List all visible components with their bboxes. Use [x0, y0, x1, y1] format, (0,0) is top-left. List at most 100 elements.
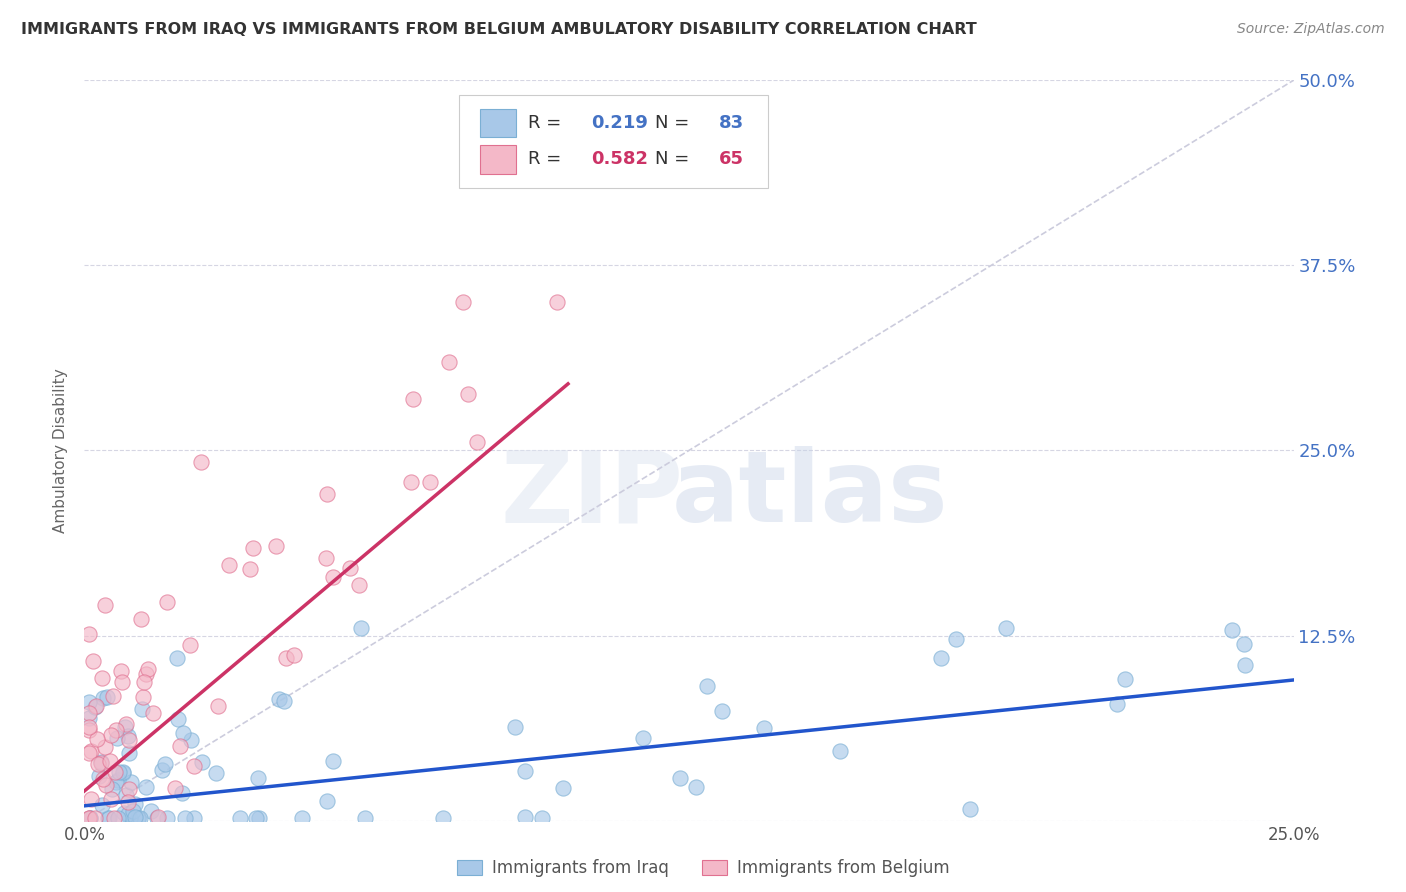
Point — [1234, 658, 1257, 673]
Point — [218, 558, 240, 573]
Point — [316, 793, 339, 807]
Point — [104, 774, 127, 789]
Point — [129, 811, 152, 825]
Point — [267, 692, 290, 706]
Point — [100, 782, 122, 797]
Point — [77, 746, 100, 760]
Point — [124, 810, 146, 824]
Text: 0.219: 0.219 — [591, 114, 648, 132]
Point — [754, 721, 776, 735]
Point — [127, 811, 149, 825]
Point — [190, 455, 212, 469]
Point — [84, 811, 107, 825]
Point — [79, 695, 101, 709]
Point — [97, 811, 120, 825]
Point — [111, 766, 134, 780]
Point — [120, 774, 142, 789]
Point — [100, 791, 122, 805]
Point — [77, 811, 100, 825]
Point — [77, 711, 100, 725]
Point — [129, 612, 152, 626]
Point — [631, 731, 654, 745]
Point — [546, 295, 568, 310]
Point — [84, 699, 107, 714]
Point — [419, 475, 441, 489]
Point — [247, 771, 270, 785]
Point — [87, 756, 110, 771]
Point — [503, 720, 526, 734]
Point — [245, 811, 267, 825]
Point — [156, 594, 179, 608]
Point — [339, 561, 361, 575]
FancyBboxPatch shape — [460, 95, 768, 187]
Point — [354, 811, 377, 825]
Point — [166, 650, 188, 665]
Point — [239, 562, 262, 576]
Point — [83, 700, 105, 714]
Point — [156, 811, 179, 825]
Point — [120, 811, 142, 825]
Point — [174, 811, 197, 825]
Point — [77, 723, 100, 738]
Point — [110, 675, 132, 690]
Point — [399, 475, 422, 489]
Point — [86, 732, 108, 747]
Point — [153, 757, 176, 772]
Point — [322, 570, 344, 584]
Point — [98, 811, 121, 825]
Text: ZIP: ZIP — [501, 446, 683, 543]
Point — [118, 746, 141, 760]
Point — [136, 662, 159, 676]
Text: N =: N = — [655, 114, 695, 132]
Point — [264, 539, 287, 553]
Point — [179, 638, 201, 652]
Point — [945, 632, 967, 646]
Point — [453, 295, 475, 310]
Point — [117, 795, 139, 809]
Point — [107, 773, 129, 788]
Point — [315, 486, 337, 500]
Point — [830, 744, 852, 758]
Point — [172, 725, 194, 739]
Point — [169, 739, 191, 753]
Point — [274, 651, 297, 665]
Point — [1114, 673, 1136, 687]
Point — [124, 797, 146, 811]
Point — [696, 679, 718, 693]
Point — [132, 690, 155, 704]
Point — [132, 674, 155, 689]
Text: 65: 65 — [720, 151, 744, 169]
Point — [77, 706, 100, 720]
Point — [122, 804, 145, 818]
Point — [93, 691, 115, 706]
Point — [467, 435, 489, 450]
Point — [100, 754, 122, 768]
Text: 83: 83 — [720, 114, 744, 132]
Point — [322, 754, 344, 768]
Point — [117, 806, 139, 821]
Point — [273, 694, 295, 708]
Point — [710, 704, 733, 718]
Text: Source: ZipAtlas.com: Source: ZipAtlas.com — [1237, 22, 1385, 37]
Point — [112, 764, 135, 779]
Point — [229, 811, 252, 825]
FancyBboxPatch shape — [479, 109, 516, 137]
Point — [112, 805, 135, 820]
Point — [90, 756, 112, 770]
Point — [530, 811, 553, 825]
Point — [114, 716, 136, 731]
Point — [100, 728, 122, 742]
Point — [90, 797, 112, 812]
Point — [205, 765, 228, 780]
Point — [103, 811, 125, 825]
Point — [117, 729, 139, 743]
Point — [91, 772, 114, 786]
Point — [104, 764, 127, 779]
Point — [146, 810, 169, 824]
Point — [80, 792, 103, 806]
Text: atlas: atlas — [672, 446, 948, 543]
Point — [959, 802, 981, 816]
Point — [439, 355, 461, 369]
Point — [166, 712, 188, 726]
Point — [107, 731, 129, 745]
